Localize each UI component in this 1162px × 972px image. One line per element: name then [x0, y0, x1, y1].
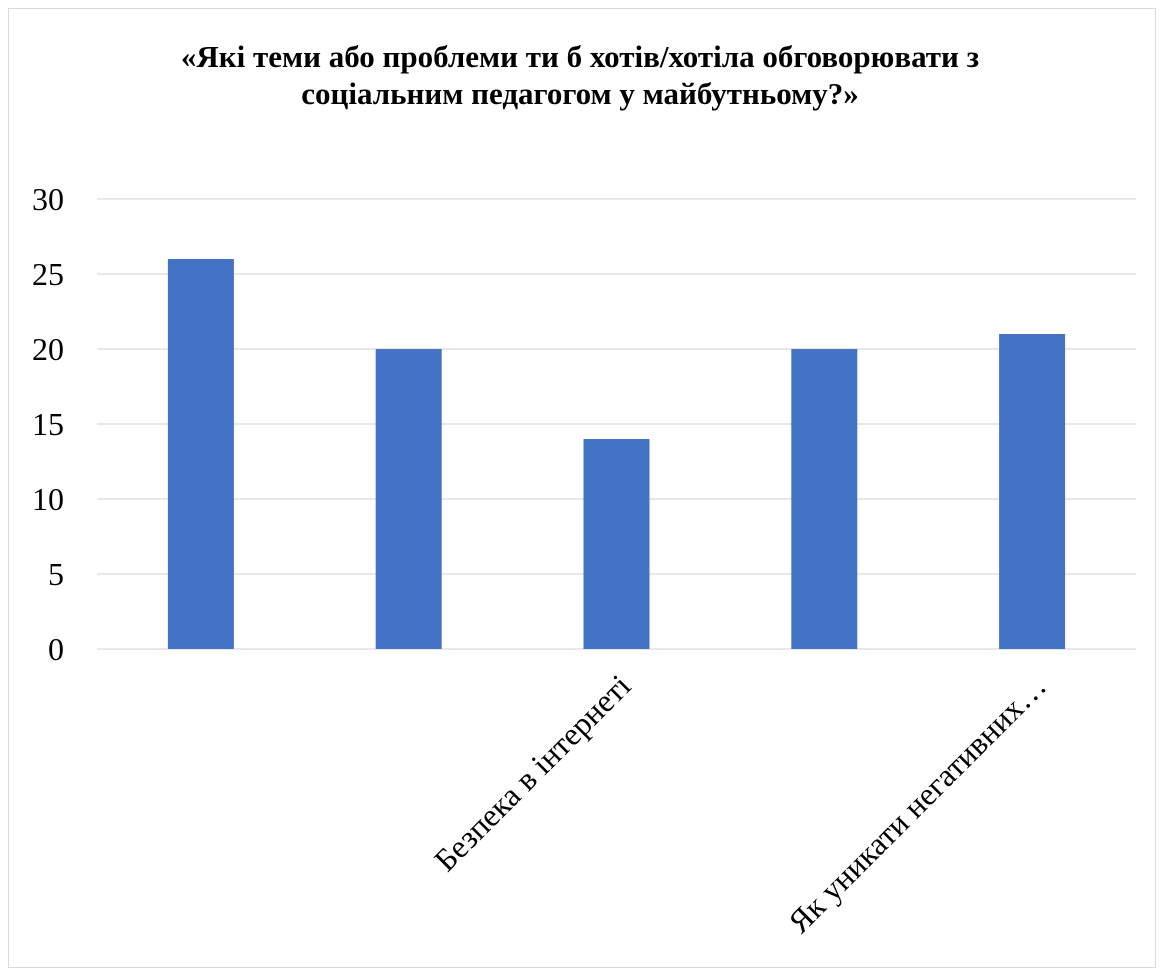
- bar-5: [999, 334, 1066, 649]
- bars: [167, 259, 1066, 649]
- x-axis-labels: Безпека в інтернеті Як уникати негативних…: [427, 667, 1053, 939]
- y-tick-label: 0: [48, 631, 64, 667]
- bar-3: [583, 439, 650, 649]
- x-category-label: Безпека в інтернеті: [427, 667, 638, 878]
- chart-title: «Які теми або проблеми ти б хотів/хотіла…: [180, 39, 980, 111]
- y-tick-label: 15: [32, 406, 64, 442]
- y-tick-label: 30: [32, 181, 64, 217]
- y-axis-ticks: 0 5 10 15 20 25 30: [32, 181, 64, 667]
- bar-2: [375, 349, 442, 649]
- bar-4: [791, 349, 858, 649]
- y-tick-label: 25: [32, 256, 64, 292]
- y-tick-label: 20: [32, 331, 64, 367]
- x-category-label: Як уникати негативних…: [781, 667, 1053, 939]
- y-tick-label: 10: [32, 481, 64, 517]
- bar-1: [167, 259, 234, 649]
- y-tick-label: 5: [48, 556, 64, 592]
